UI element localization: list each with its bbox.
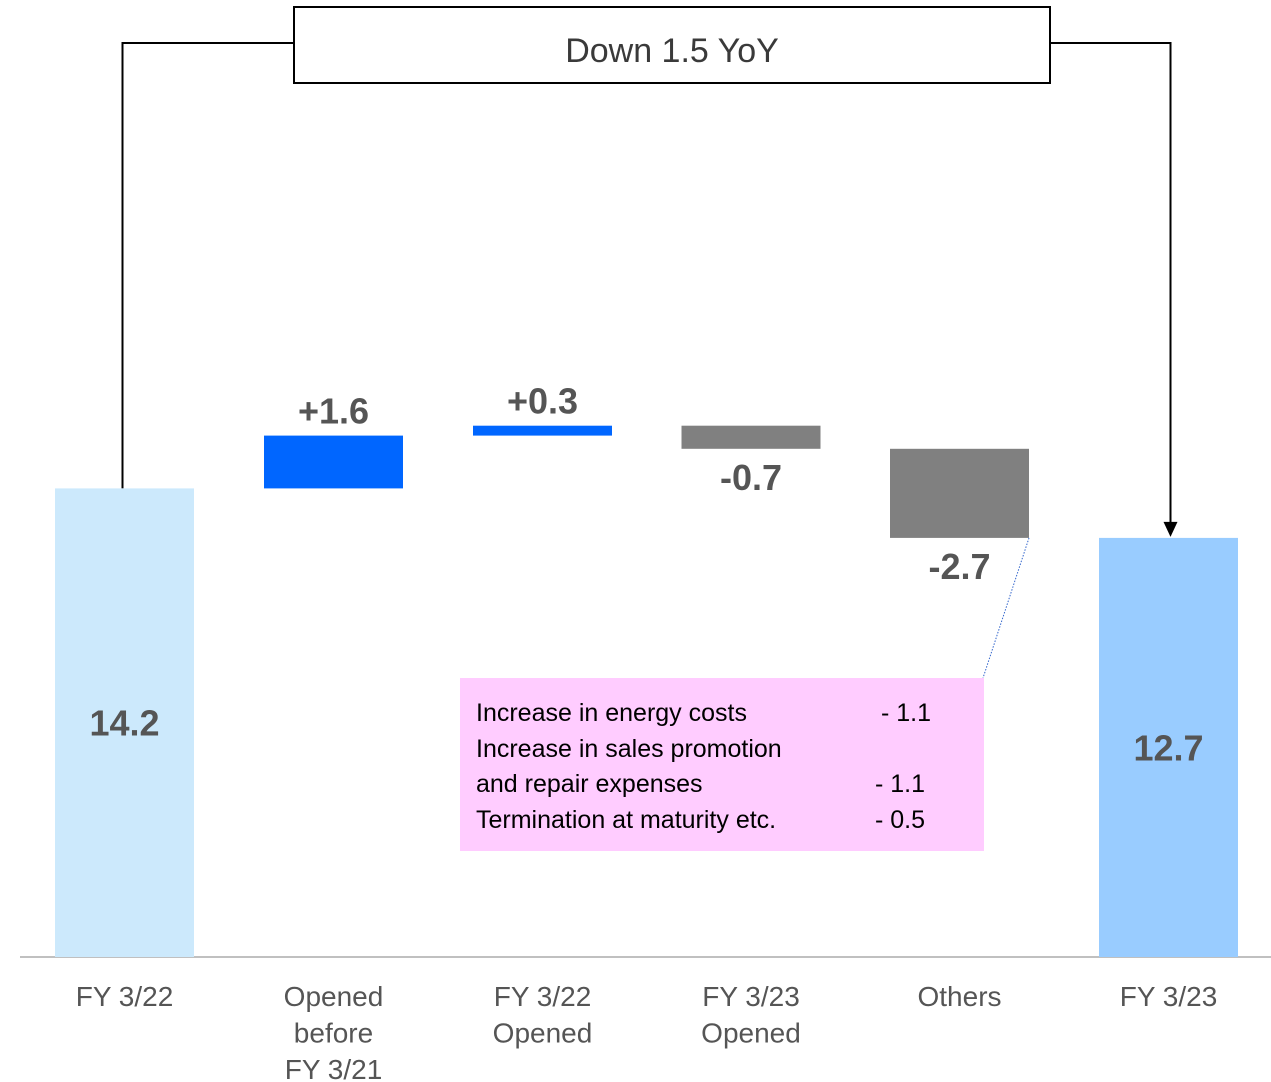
- note-row-value: - 1.1: [881, 699, 932, 727]
- bar-value-label: 14.2: [89, 703, 159, 744]
- note-row-label: Termination at maturity etc.: [476, 805, 777, 834]
- x-tick-label: FY 3/22: [76, 981, 174, 1012]
- bar-value-label: -0.7: [720, 457, 782, 498]
- note-row-value: - 1.1: [875, 770, 926, 798]
- x-tick-label: FY 3/22: [494, 981, 592, 1012]
- x-tick-label: before: [294, 1018, 373, 1049]
- connector-right-line: [1050, 42, 1172, 524]
- bar-value-label: +1.6: [298, 391, 369, 432]
- x-tick-labels: FY 3/22 Opened before FY 3/21 FY 3/22 Opened F…: [76, 981, 1218, 1082]
- note-row-label: Increase in sales promotion: [476, 734, 782, 763]
- x-tick-label: FY 3/23: [702, 981, 800, 1012]
- bar-labels: 14.2 +1.6 +0.3 -0.7 -2.7 12.7: [89, 381, 1203, 769]
- bar: [264, 435, 403, 489]
- bar: [55, 488, 194, 957]
- bar-value-label: 12.7: [1133, 727, 1203, 768]
- note-row-value: - 0.5: [875, 805, 926, 834]
- x-tick-label: Others: [917, 981, 1001, 1012]
- note-row: Increase in sales promotion: [460, 732, 984, 768]
- x-tick-label: FY 3/23: [1120, 981, 1218, 1012]
- others-breakdown-note: Increase in energy costs - 1.1 Increase …: [460, 678, 984, 851]
- x-tick-label: Opened: [284, 981, 384, 1012]
- bar-value-label: -2.7: [928, 546, 990, 587]
- bar: [1099, 537, 1238, 957]
- note-row: Increase in energy costs - 1.1: [460, 696, 984, 732]
- yoy-banner-box: [293, 6, 1051, 84]
- bar-value-label: +0.3: [507, 381, 578, 422]
- note-row: and repair expenses - 1.1: [460, 767, 984, 803]
- note-row-label: and repair expenses: [476, 770, 703, 798]
- note-row-label: Increase in energy costs: [476, 699, 747, 727]
- bar: [890, 448, 1029, 538]
- x-tick-label: Opened: [493, 1018, 593, 1049]
- arrow-head-icon: [1163, 521, 1178, 537]
- bars: [20, 425, 1271, 958]
- yoy-connector: Down 1.5 YoY: [121, 6, 1178, 679]
- note-leader-line: [982, 537, 1030, 679]
- x-tick-label: Opened: [701, 1018, 801, 1049]
- yoy-banner-text: Down 1.5 YoY: [565, 32, 779, 70]
- bar: [473, 425, 612, 436]
- bar: [681, 425, 821, 449]
- connector-left-line: [121, 42, 294, 489]
- x-tick-label: FY 3/21: [285, 1054, 383, 1082]
- note-row: Termination at maturity etc. - 0.5: [460, 803, 984, 839]
